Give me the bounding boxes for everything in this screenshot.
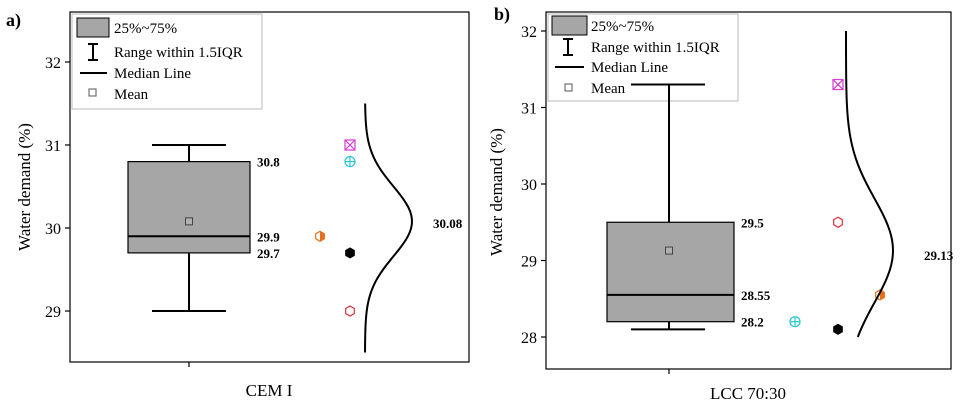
panel-b-y-axis-title: Water demand (%) [487,128,506,256]
panel-b-x-axis-label: LCC 70:30 [710,384,786,403]
panel-b-y-tick-label: 30 [521,177,537,194]
panel-b-mean-label: 29.13 [924,248,954,263]
panel-b-iqr-box [606,221,735,323]
panel-b-point-hexagon-filled [833,323,843,335]
panel-b-data-points [789,78,885,335]
panel-a-y-axis-title: Water demand (%) [15,123,34,251]
panel-a-legend-box-label: 25%~75% [114,21,177,37]
panel-a-legend: 25%~75% Range within 1.5IQR Median Line … [71,13,263,110]
panel-b-legend-box-label: 25%~75% [591,19,654,35]
panel-b-legend-box-swatch [551,15,588,36]
panel-b-q3-label: 29.5 [741,215,764,230]
panel-a-point-hexagon [345,305,355,317]
panel-b-legend-mean-label: Mean [591,81,626,97]
panel-b-y-tick-label: 32 [521,24,537,41]
panel-a-y-tick-label: 30 [45,221,61,238]
panel-a-point-hexagon-filled [345,247,355,259]
panel-b-legend-mean-icon [564,83,573,92]
panel-b-distribution-curve [845,31,895,338]
panel-b: b) 28 29 30 31 32 Water demand (%) LCC 70:30… [487,4,954,403]
panel-a-mean-marker [185,217,193,226]
panel-a: a) 29 30 31 32 Water demand (%) CEM I 25%~7… [6,10,470,400]
panel-b-median-label: 28.55 [741,288,771,303]
panel-b-legend-median-label: Median Line [591,60,668,76]
panel-a-data-points [315,139,356,317]
panel-b-y-axis: 28 29 30 31 32 [521,24,546,347]
panel-b-legend-whisker-label: Range within 1.5IQR [591,40,720,56]
panel-a-legend-mean-label: Mean [114,87,149,103]
panel-b-q1-label: 28.2 [741,315,764,330]
panel-b-point-square-x [832,78,844,91]
panel-b-point-hexagon [833,216,843,228]
panel-b-label: b) [494,4,510,25]
panel-a-iqr-box [127,161,251,254]
panel-b-y-tick-label: 28 [521,330,537,347]
panel-a-legend-mean-icon [88,88,97,97]
panel-a-q1-label: 29.7 [257,246,280,261]
panel-a-box-plot [127,144,251,312]
panel-a-median-label: 29.9 [257,229,280,244]
panel-a-point-circle-plus [344,156,356,168]
panel-a-legend-median-label: Median Line [114,66,191,82]
panel-b-legend: 25%~75% Range within 1.5IQR Median Line … [547,13,739,102]
panel-b-mean-marker [665,246,673,255]
panel-b-y-tick-label: 29 [521,254,537,271]
panel-a-y-tick-label: 29 [45,304,61,321]
panel-b-plot-frame [545,11,952,370]
panel-a-distribution-curve [364,103,413,353]
panel-b-point-circle-plus [789,316,801,328]
panel-a-mean-label: 30.08 [433,216,463,231]
panel-a-y-axis: 29 30 31 32 [45,55,70,321]
panel-a-legend-box-swatch [76,17,110,38]
panel-a-x-axis-label: CEM I [246,381,293,400]
panel-a-point-square-x [344,139,356,151]
panel-b-box-plot [606,83,735,331]
panel-a-label: a) [6,10,21,31]
panel-a-legend-whisker-label: Range within 1.5IQR [114,45,243,61]
panel-b-y-tick-label: 31 [521,101,537,118]
panel-a-point-half-hexagon [315,230,325,242]
panel-a-plot-frame [69,11,470,363]
panel-a-y-tick-label: 31 [45,138,61,155]
panel-a-y-tick-label: 32 [45,55,61,72]
panel-a-q3-label: 30.8 [257,155,280,170]
